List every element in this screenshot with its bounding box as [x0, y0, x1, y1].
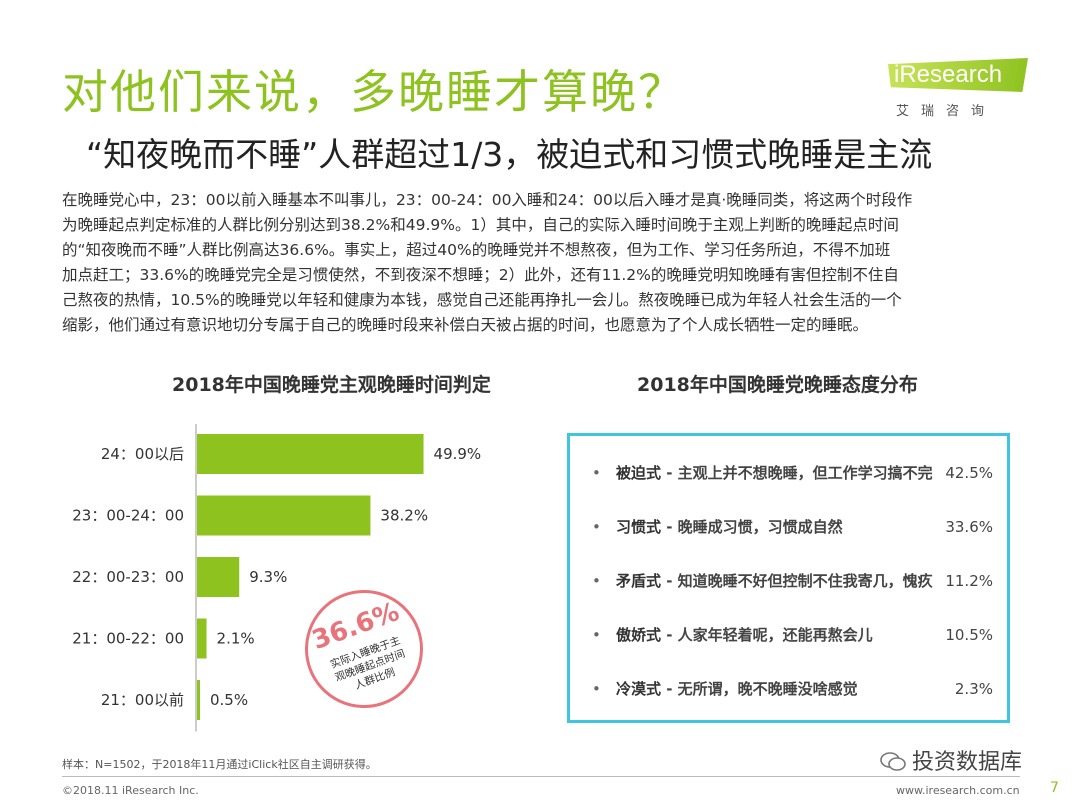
- wechat-label: 投资数据库: [912, 750, 1023, 775]
- left-chart-title: 2018年中国晚睡党主观晚睡时间判定: [172, 374, 491, 396]
- attitude-value: 42.5%: [945, 464, 993, 482]
- category-label: 23：00-24：00: [72, 507, 184, 525]
- category-label: 21：00以前: [101, 691, 184, 709]
- attitude-row: • 习惯式 - 晚睡成习惯，习惯成自然 33.6%: [592, 512, 993, 542]
- intro-line: 加点赶工；33.6%的晚睡党完全是习惯使然，不到夜深不想睡；2）此外，还有11.…: [62, 266, 899, 284]
- bar: [197, 618, 207, 659]
- attitude-value: 11.2%: [945, 572, 993, 590]
- bullet: •: [592, 518, 601, 536]
- website: www.iresearch.com.cn: [896, 784, 1020, 797]
- attitude-item: 冷漠式 - 无所谓，晚不晚睡没啥感觉: [616, 674, 858, 704]
- logo-mark: [888, 58, 1028, 92]
- wechat-icon: [880, 752, 906, 771]
- intro-line: 缩影，他们通过有意识地切分专属于自己的晚睡时段来补偿白天被占据的时间，也愿意为了…: [62, 316, 869, 334]
- value-label: 9.3%: [249, 568, 287, 586]
- intro-paragraph: 在晚睡党心中，23：00以前入睡基本不叫事儿，23：00-24：00入睡和24：…: [62, 188, 1047, 338]
- bar: [197, 495, 371, 536]
- attitude-value: 10.5%: [945, 626, 993, 644]
- page-number: 7: [1050, 780, 1059, 796]
- category-label: 24：00以后: [101, 445, 184, 463]
- wechat-watermark: 投资数据库: [880, 744, 1022, 776]
- attitude-desc: - 无所谓，晚不晚睡没啥感觉: [661, 680, 858, 698]
- footer-divider: [62, 776, 1020, 777]
- attitude-item: 被迫式 - 主观上并不想晚睡，但工作学习搞不完: [616, 458, 933, 488]
- intro-line: 为晚睡起点判定标准的人群比例分别达到38.2%和49.9%。1）其中，自己的实际…: [62, 216, 899, 234]
- value-label: 2.1%: [217, 630, 255, 648]
- value-label: 0.5%: [210, 691, 248, 709]
- bullet: •: [592, 464, 601, 482]
- intro-line: 的“知夜晚而不睡”人群比例高达36.6%。事实上，超过40%的晚睡党并不想熬夜，…: [62, 241, 891, 259]
- page-title: 对他们来说，多晚睡才算晚？: [62, 65, 686, 119]
- attitude-label: 傲娇式: [616, 626, 662, 644]
- page-subtitle: “知夜晚而不睡”人群超过1/3，被迫式和习惯式晚睡是主流: [86, 135, 933, 174]
- bar: [197, 557, 240, 597]
- attitude-row: • 冷漠式 - 无所谓，晚不晚睡没啥感觉 2.3%: [592, 674, 993, 704]
- attitude-label: 习惯式: [616, 518, 662, 536]
- category-label: 22：00-23：00: [72, 568, 184, 586]
- attitude-desc: - 知道晚睡不好但控制不住我寄几，愧疚: [661, 572, 933, 590]
- sleep-time-bar-chart: 24：00以后 49.9% 23：00-24：00 38.2% 22：00-23：00 9…: [72, 424, 482, 732]
- attitude-item: 傲娇式 - 人家年轻着呢，还能再熬会儿: [616, 620, 873, 650]
- bar: [197, 680, 200, 720]
- intro-line: 在晚睡党心中，23：00以前入睡基本不叫事儿，23：00-24：00入睡和24：…: [62, 191, 913, 209]
- attitude-desc: - 人家年轻着呢，还能再熬会儿: [661, 626, 873, 644]
- attitude-label: 被迫式: [616, 464, 662, 482]
- attitude-label: 矛盾式: [616, 572, 662, 590]
- attitude-desc: - 主观上并不想晚睡，但工作学习搞不完: [661, 464, 933, 482]
- logo-subtext: 艾瑞咨询: [896, 104, 997, 119]
- bar: [197, 434, 424, 474]
- intro-line: 己熬夜的热情，10.5%的晚睡党以年轻和健康为本钱，感觉自己还能再挣扎一会儿。熬…: [62, 291, 902, 309]
- value-label: 49.9%: [434, 445, 482, 463]
- copyright: ©2018.11 iResearch Inc.: [62, 784, 199, 797]
- attitude-label: 冷漠式: [616, 680, 662, 698]
- sample-footnote: 样本：N=1502，于2018年11月通过iClick社区自主调研获得。: [62, 758, 377, 771]
- attitude-row: • 被迫式 - 主观上并不想晚睡，但工作学习搞不完 42.5%: [592, 458, 993, 488]
- iresearch-logo: iResearch 艾瑞咨询: [888, 58, 1038, 122]
- category-label: 21：00-22：00: [72, 630, 184, 648]
- bullet: •: [592, 626, 601, 644]
- attitude-desc: - 晚睡成习惯，习惯成自然: [661, 518, 843, 536]
- attitude-row: • 矛盾式 - 知道晚睡不好但控制不住我寄几，愧疚 11.2%: [592, 566, 993, 596]
- attitude-item: 习惯式 - 晚睡成习惯，习惯成自然: [616, 512, 843, 542]
- value-label: 38.2%: [380, 507, 428, 525]
- attitude-distribution-box: • 被迫式 - 主观上并不想晚睡，但工作学习搞不完 42.5% • 习惯式 - …: [567, 433, 1010, 723]
- bullet: •: [592, 680, 601, 698]
- attitude-item: 矛盾式 - 知道晚睡不好但控制不住我寄几，愧疚: [616, 566, 933, 596]
- right-chart-title: 2018年中国晚睡党晚睡态度分布: [637, 374, 918, 396]
- attitude-value: 33.6%: [945, 518, 993, 536]
- attitude-row: • 傲娇式 - 人家年轻着呢，还能再熬会儿 10.5%: [592, 620, 993, 650]
- attitude-value: 2.3%: [954, 680, 993, 698]
- bullet: •: [592, 572, 601, 590]
- logo-text: iResearch: [894, 61, 1003, 88]
